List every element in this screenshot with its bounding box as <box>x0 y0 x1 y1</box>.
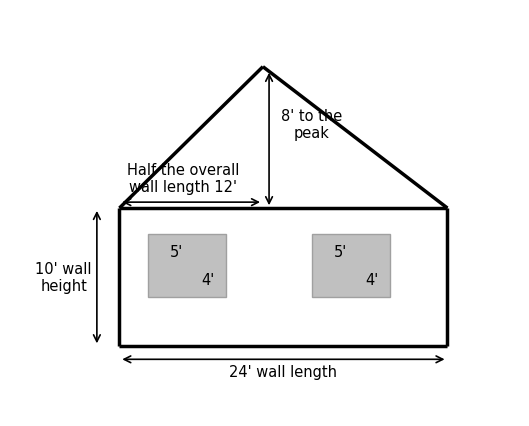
Bar <box>148 235 226 297</box>
Text: 4': 4' <box>365 273 378 288</box>
Text: 4': 4' <box>201 273 214 288</box>
Text: 10' wall
height: 10' wall height <box>35 261 92 294</box>
Text: 24' wall length: 24' wall length <box>230 364 338 379</box>
Text: 5': 5' <box>334 244 347 259</box>
Bar <box>312 235 390 297</box>
Text: 5': 5' <box>170 244 183 259</box>
Text: Half the overall
wall length 12': Half the overall wall length 12' <box>127 162 239 194</box>
Text: 8' to the
peak: 8' to the peak <box>281 109 343 141</box>
